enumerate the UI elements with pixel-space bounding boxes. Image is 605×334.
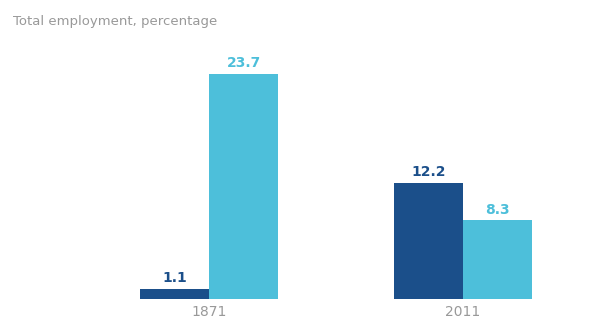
Text: 23.7: 23.7: [227, 56, 261, 70]
Bar: [394, 183, 463, 300]
Text: 12.2: 12.2: [411, 165, 446, 179]
Bar: [140, 289, 209, 300]
Text: Total employment, percentage: Total employment, percentage: [13, 15, 217, 28]
Bar: [463, 220, 532, 300]
Text: 1.1: 1.1: [162, 271, 187, 285]
Text: 8.3: 8.3: [485, 203, 510, 216]
Bar: [209, 74, 278, 300]
